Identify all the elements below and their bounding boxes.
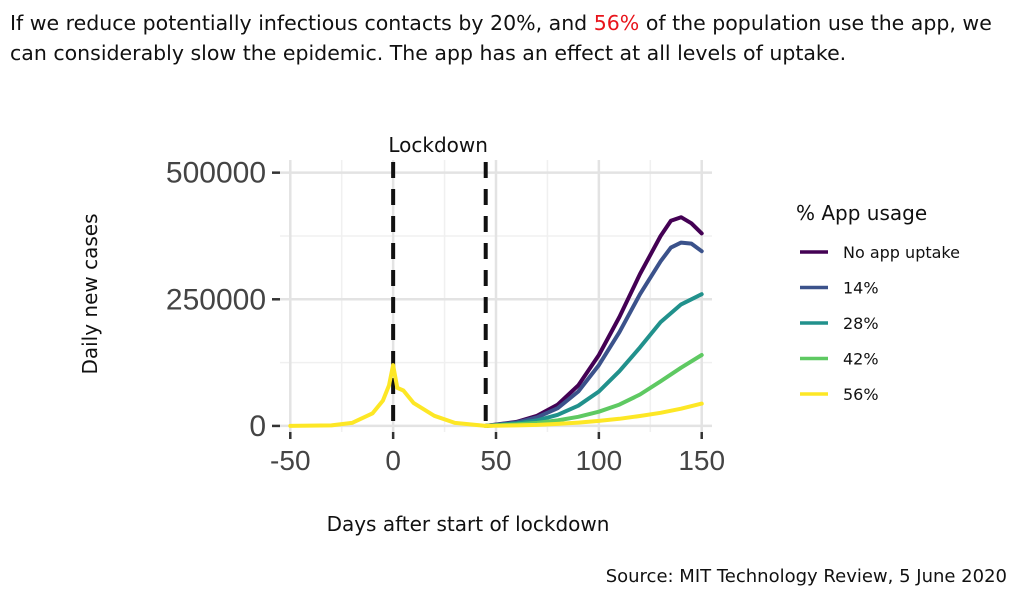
legend-label: No app uptake bbox=[843, 243, 960, 262]
legend-title: % App usage bbox=[796, 201, 927, 225]
headline-part1: If we reduce potentially infectious cont… bbox=[10, 11, 594, 35]
y-tick-label: 250000 bbox=[166, 283, 266, 316]
source-citation: Source: MIT Technology Review, 5 June 20… bbox=[605, 566, 1007, 587]
series-line-56 bbox=[483, 401, 704, 428]
x-tick-label: 0 bbox=[385, 445, 401, 476]
legend-label: 56% bbox=[843, 385, 879, 404]
y-tick-label: 500000 bbox=[166, 157, 266, 190]
headline-part2: of the population use the app, we can co… bbox=[10, 11, 992, 65]
headline-highlight: 56% bbox=[593, 11, 640, 35]
legend-label: 42% bbox=[843, 350, 879, 369]
x-tick-label: 100 bbox=[575, 445, 622, 476]
x-axis-label: Days after start of lockdown bbox=[327, 512, 610, 536]
series-line-shared-trajectory bbox=[288, 363, 488, 428]
lockdown-label: Lockdown bbox=[388, 133, 488, 157]
x-tick-label: 150 bbox=[678, 445, 725, 476]
headline: If we reduce potentially infectious cont… bbox=[10, 8, 1015, 68]
x-tick-label: 50 bbox=[480, 445, 511, 476]
y-tick-label: 0 bbox=[249, 410, 266, 443]
legend-label: 14% bbox=[843, 279, 879, 298]
x-tick-label: -50 bbox=[270, 445, 310, 476]
series-line-14 bbox=[483, 240, 704, 428]
legend-label: 28% bbox=[843, 314, 879, 333]
y-axis-label: Daily new cases bbox=[78, 213, 102, 374]
